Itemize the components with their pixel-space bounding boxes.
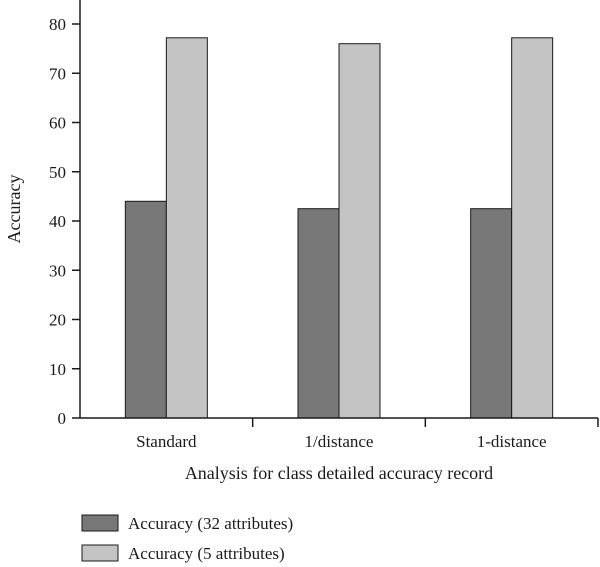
bars-layer <box>124 37 554 419</box>
bar-accuracy-5-1 <box>338 43 381 419</box>
y-axis-title: Accuracy <box>4 175 24 244</box>
y-tick-label: 50 <box>49 163 66 182</box>
legend-label: Accuracy (32 attributes) <box>128 514 293 533</box>
x-axis-title: Analysis for class detailed accuracy rec… <box>185 463 493 483</box>
y-axis: 0 10 20 30 40 50 60 70 80 <box>49 0 81 428</box>
y-tick-label: 80 <box>49 15 66 34</box>
bar-accuracy-32-0 <box>124 200 167 419</box>
x-tick-label: 1/distance <box>305 432 374 451</box>
x-tick-label: Standard <box>136 432 197 451</box>
legend-swatch <box>81 514 119 532</box>
legend-swatch <box>81 544 119 562</box>
bar-accuracy-32-1 <box>297 208 340 419</box>
bar-accuracy-5-0 <box>165 37 208 419</box>
y-tick-label: 10 <box>49 360 66 379</box>
y-tick-label: 20 <box>49 311 66 330</box>
legend: Accuracy (32 attributes) Accuracy (5 attr… <box>81 514 293 563</box>
x-axis: Standard 1/distance 1-distance <box>80 417 599 451</box>
y-tick-label: 30 <box>49 261 66 280</box>
y-tick-label: 0 <box>58 409 67 428</box>
x-tick-label: 1-distance <box>477 432 547 451</box>
y-tick-label: 40 <box>49 212 66 231</box>
legend-label: Accuracy (5 attributes) <box>128 544 285 563</box>
bar-accuracy-5-2 <box>511 37 554 419</box>
y-tick-label: 70 <box>49 64 66 83</box>
y-tick-label: 60 <box>49 114 66 133</box>
bar-accuracy-32-2 <box>470 208 513 419</box>
